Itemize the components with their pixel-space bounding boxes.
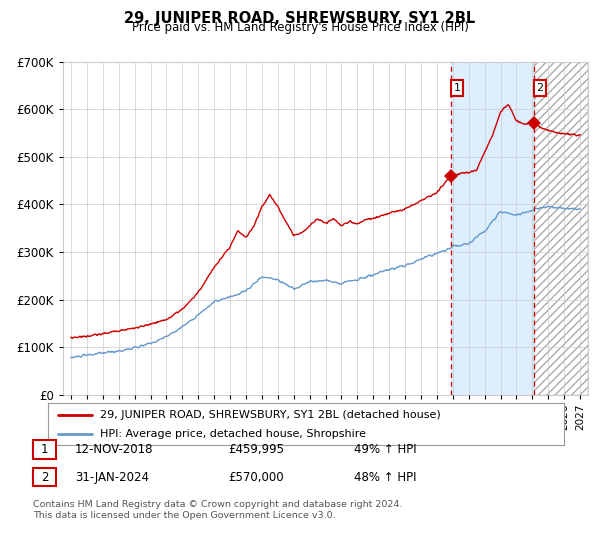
- Text: Price paid vs. HM Land Registry's House Price Index (HPI): Price paid vs. HM Land Registry's House …: [131, 21, 469, 34]
- Text: £570,000: £570,000: [228, 470, 284, 484]
- Text: 2: 2: [41, 470, 48, 484]
- Text: 29, JUNIPER ROAD, SHREWSBURY, SY1 2BL (detached house): 29, JUNIPER ROAD, SHREWSBURY, SY1 2BL (d…: [100, 409, 440, 419]
- Bar: [451, 62, 533, 395]
- Text: 48% ↑ HPI: 48% ↑ HPI: [354, 470, 416, 484]
- Text: Contains HM Land Registry data © Crown copyright and database right 2024.
This d: Contains HM Land Registry data © Crown c…: [33, 500, 403, 520]
- Text: 1: 1: [41, 443, 48, 456]
- Text: 31-JAN-2024: 31-JAN-2024: [75, 470, 149, 484]
- Text: £459,995: £459,995: [228, 443, 284, 456]
- Text: 1: 1: [454, 83, 461, 93]
- Text: 49% ↑ HPI: 49% ↑ HPI: [354, 443, 416, 456]
- Text: HPI: Average price, detached house, Shropshire: HPI: Average price, detached house, Shro…: [100, 429, 365, 439]
- Bar: [533, 62, 588, 395]
- Text: 2: 2: [536, 83, 544, 93]
- Bar: [533, 62, 588, 395]
- Text: 12-NOV-2018: 12-NOV-2018: [75, 443, 154, 456]
- Text: 29, JUNIPER ROAD, SHREWSBURY, SY1 2BL: 29, JUNIPER ROAD, SHREWSBURY, SY1 2BL: [124, 11, 476, 26]
